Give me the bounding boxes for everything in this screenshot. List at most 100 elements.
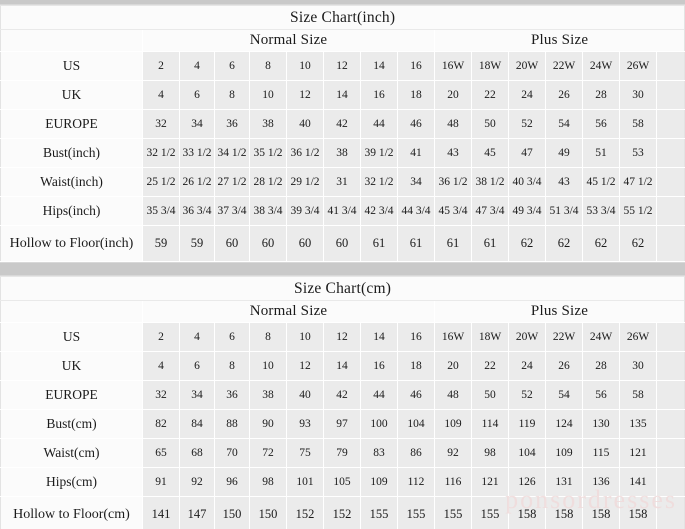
data-cell: 6 (179, 80, 215, 110)
data-cell: 2 (142, 322, 180, 352)
data-cell: 20 (434, 80, 472, 110)
table-row: US 2 4 6 8 10 12 14 16 16W 18W 20W 22W 24W 26W (0, 51, 685, 81)
data-cell: 16 (397, 51, 435, 81)
data-cell: 22 (471, 351, 509, 381)
data-cell: 40 3/4 (508, 167, 546, 197)
data-cell: 53 3/4 (582, 196, 620, 226)
data-cell: 60 (249, 225, 287, 262)
group-header-blank (0, 300, 143, 323)
data-cell: 83 (360, 438, 398, 468)
data-cell: 4 (142, 80, 180, 110)
data-cell: 45 1/2 (582, 167, 620, 197)
data-cell: 6 (179, 351, 215, 381)
data-cell: 20W (508, 322, 546, 352)
data-cell: 115 (582, 438, 620, 468)
data-cell: 20W (508, 51, 546, 81)
data-cell: 34 (179, 109, 215, 139)
data-cell: 51 3/4 (545, 196, 583, 226)
data-cell: 26 (545, 80, 583, 110)
data-cell: 155 (434, 496, 472, 529)
data-cell: 93 (286, 409, 324, 439)
data-cell: 158 (508, 496, 546, 529)
data-cell: 28 (582, 80, 620, 110)
data-cell: 135 (619, 409, 657, 439)
data-cell: 141 (619, 467, 657, 497)
data-cell: 18W (471, 322, 509, 352)
data-cell: 6 (214, 322, 250, 352)
data-cell: 62 (545, 225, 583, 262)
data-cell: 44 3/4 (397, 196, 435, 226)
data-cell: 50 (471, 109, 509, 139)
data-cell: 38 3/4 (249, 196, 287, 226)
row-label: Hips(cm) (0, 467, 143, 497)
data-cell: 48 (434, 109, 472, 139)
row-spacer-cell (655, 109, 685, 139)
inch-table-body: Size Chart(inch) Normal Size Plus Size US 2 4… (0, 5, 685, 262)
data-cell: 25 1/2 (142, 167, 180, 197)
data-cell: 42 (323, 380, 361, 410)
data-cell: 119 (508, 409, 546, 439)
row-label: Waist(inch) (0, 167, 143, 197)
data-cell: 104 (397, 409, 435, 439)
data-cell: 34 1/2 (214, 138, 250, 168)
row-label: Waist(cm) (0, 438, 143, 468)
table-row: Hips(cm) 91 92 96 98 101 105 109 112 116 121 126 131… (0, 467, 685, 497)
data-cell: 62 (582, 225, 620, 262)
data-cell: 124 (545, 409, 583, 439)
data-cell: 82 (142, 409, 180, 439)
size-chart-inch-table: Size Chart(inch) Normal Size Plus Size US 2 4… (0, 5, 685, 262)
row-label: UK (0, 80, 143, 110)
group-header-normal-size: Normal Size (142, 29, 435, 52)
data-cell: 33 1/2 (179, 138, 215, 168)
data-cell: 61 (434, 225, 472, 262)
table-row: Hollow to Floor(cm) 141 147 150 150 152 152 155… (0, 496, 685, 529)
data-cell: 39 3/4 (286, 196, 324, 226)
data-cell: 10 (286, 51, 324, 81)
data-cell: 68 (179, 438, 215, 468)
data-cell: 2 (142, 51, 180, 81)
data-cell: 26 1/2 (179, 167, 215, 197)
data-cell: 51 (582, 138, 620, 168)
data-cell: 49 (545, 138, 583, 168)
data-cell: 136 (582, 467, 620, 497)
data-cell: 104 (508, 438, 546, 468)
data-cell: 22W (545, 322, 583, 352)
data-cell: 105 (323, 467, 361, 497)
data-cell: 41 3/4 (323, 196, 361, 226)
data-cell: 158 (619, 496, 657, 529)
table-row: Hollow to Floor(inch) 59 59 60 60 60 60 61 61 61 6… (0, 225, 685, 262)
data-cell: 98 (249, 467, 287, 497)
data-cell: 16 (360, 80, 398, 110)
data-cell: 4 (179, 322, 215, 352)
group-header-row: Normal Size Plus Size (0, 300, 685, 323)
data-cell: 55 1/2 (619, 196, 657, 226)
data-cell: 8 (214, 351, 250, 381)
data-cell: 47 3/4 (471, 196, 509, 226)
data-cell: 121 (619, 438, 657, 468)
data-cell: 38 1/2 (471, 167, 509, 197)
data-cell: 41 (397, 138, 435, 168)
data-cell: 22 (471, 80, 509, 110)
data-cell: 38 (249, 380, 287, 410)
data-cell: 32 (142, 109, 180, 139)
table-row: UK 4 6 8 10 12 14 16 18 20 22 24 26 28 30 (0, 351, 685, 381)
data-cell: 61 (471, 225, 509, 262)
data-cell: 56 (582, 380, 620, 410)
data-cell: 43 (545, 167, 583, 197)
data-cell: 92 (179, 467, 215, 497)
data-cell: 36 1/2 (434, 167, 472, 197)
row-spacer-cell (655, 51, 685, 81)
data-cell: 12 (286, 351, 324, 381)
data-cell: 79 (323, 438, 361, 468)
data-cell: 34 (397, 167, 435, 197)
row-spacer-cell (655, 167, 685, 197)
data-cell: 155 (360, 496, 398, 529)
data-cell: 42 3/4 (360, 196, 398, 226)
data-cell: 109 (545, 438, 583, 468)
data-cell: 150 (249, 496, 287, 529)
data-cell: 70 (214, 438, 250, 468)
data-cell: 12 (286, 80, 324, 110)
size-chart-inch-block: Size Chart(inch) Normal Size Plus Size US 2 4… (0, 4, 685, 263)
data-cell: 60 (214, 225, 250, 262)
data-cell: 158 (545, 496, 583, 529)
